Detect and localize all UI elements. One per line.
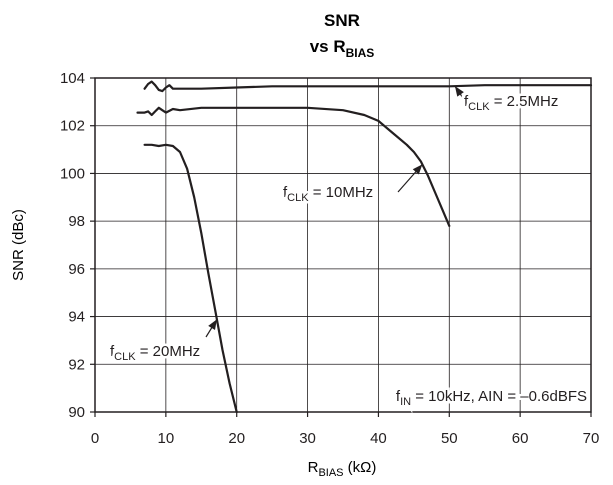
annotation-arrows [205,85,464,338]
x-tick-label: 0 [91,430,99,447]
label-fclk-10mhz: fCLK = 10MHz [283,184,373,204]
annotation-arrowhead-2 [208,319,217,331]
chart-subtitle: vs RBIAS [310,37,375,60]
plot-area [95,78,591,412]
annotation-arrowhead-1 [412,164,423,175]
x-tick-label: 20 [228,430,245,447]
y-tick-label: 90 [68,404,85,421]
y-tick-label: 92 [68,356,85,373]
label-fclk-20mhz: fCLK = 20MHz [110,343,200,363]
x-tick-label: 50 [441,430,458,447]
label-fclk-2-5mhz: fCLK = 2.5MHz [464,93,558,113]
y-tick-label: 100 [60,165,85,182]
series-line-2 [143,143,238,414]
y-tick-label: 104 [60,70,85,87]
y-tick-label: 94 [68,309,85,326]
label-test-conditions: fIN = 10kHz, AIN = –0.6dBFS [396,388,587,408]
y-axis-label: SNR (dBc) [10,209,27,281]
x-tick-label: 60 [512,430,529,447]
grid-lines [95,78,591,412]
x-tick-label: 30 [299,430,316,447]
chart-title: SNR [324,11,360,30]
annotation-arrowhead-0 [454,86,464,97]
x-tick-label: 10 [158,430,175,447]
data-series [136,80,593,414]
x-tick-label: 40 [370,430,387,447]
y-tick-label: 98 [68,213,85,230]
plot-frame [94,77,592,413]
axis-ticks: 0 10 20 30 40 50 60 70 104 102 100 98 96 94 92 90 [60,70,599,447]
series-line-0 [143,80,593,93]
y-tick-label: 102 [60,118,85,135]
y-tick-label: 96 [68,261,85,278]
x-tick-label: 70 [583,430,600,447]
x-axis-label: RBIAS (kΩ) [308,459,377,479]
series-line-1 [136,106,451,227]
